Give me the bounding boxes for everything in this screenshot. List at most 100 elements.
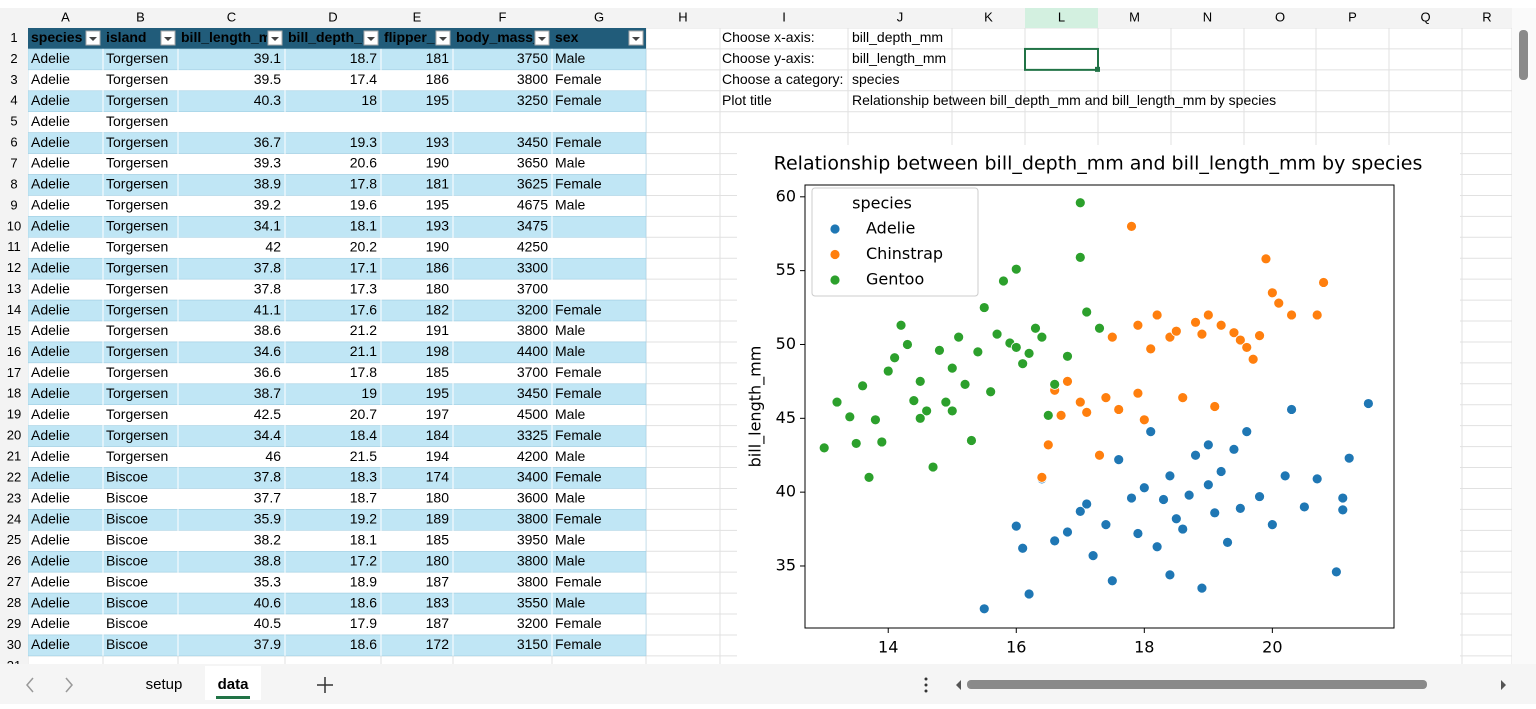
table-cell[interactable]: 3475 <box>517 218 548 234</box>
sheet-tab[interactable]: data <box>218 676 250 693</box>
table-cell[interactable]: 3800 <box>517 322 548 338</box>
table-cell[interactable]: 181 <box>426 176 450 192</box>
table-cell[interactable]: Female <box>555 176 602 192</box>
row-number[interactable]: 25 <box>7 532 21 547</box>
table-cell[interactable]: 184 <box>426 427 450 443</box>
table-cell[interactable]: Male <box>555 197 586 213</box>
table-cell[interactable]: 190 <box>426 155 450 171</box>
table-cell[interactable]: Torgersen <box>106 134 168 150</box>
table-cell[interactable]: Male <box>555 531 586 547</box>
table-cell[interactable]: 182 <box>426 301 450 317</box>
column-letter[interactable]: M <box>1129 9 1140 24</box>
table-cell[interactable]: 36.7 <box>254 134 281 150</box>
table-cell[interactable]: 3600 <box>517 490 548 506</box>
setup-label[interactable]: Choose y-axis: <box>722 50 815 66</box>
row-number[interactable]: 22 <box>7 469 21 484</box>
table-cell[interactable]: Female <box>555 71 602 87</box>
column-letter[interactable]: H <box>678 9 687 24</box>
table-cell[interactable]: 39.3 <box>254 155 281 171</box>
column-letter[interactable]: I <box>782 9 786 24</box>
table-cell[interactable]: 17.1 <box>350 259 377 275</box>
table-cell[interactable]: Torgersen <box>106 113 168 129</box>
table-cell[interactable]: 42 <box>265 238 281 254</box>
column-letter[interactable]: P <box>1348 9 1357 24</box>
table-cell[interactable]: Male <box>555 343 586 359</box>
table-cell[interactable]: 35.3 <box>254 573 281 589</box>
filter-arrow[interactable] <box>538 37 546 41</box>
table-cell[interactable]: Female <box>555 92 602 108</box>
filter-arrow[interactable] <box>271 37 279 41</box>
row-number[interactable]: 30 <box>7 637 21 652</box>
table-cell[interactable]: 187 <box>426 573 450 589</box>
table-cell[interactable]: Biscoe <box>106 552 148 568</box>
table-cell[interactable]: 18.1 <box>350 218 377 234</box>
filter-arrow[interactable] <box>89 37 97 41</box>
table-cell[interactable]: Adelie <box>31 448 70 464</box>
table-cell[interactable]: 17.2 <box>350 552 377 568</box>
column-letter[interactable]: O <box>1275 9 1285 24</box>
h-scroll-thumb[interactable] <box>967 680 1427 689</box>
column-letter[interactable]: J <box>897 9 904 24</box>
row-number[interactable]: 3 <box>10 72 17 87</box>
table-cell[interactable]: 21.5 <box>350 448 377 464</box>
table-cell[interactable]: 186 <box>426 259 450 275</box>
table-cell[interactable]: 34.6 <box>254 343 281 359</box>
table-header-cell[interactable]: bill_depth_mm <box>288 29 387 45</box>
table-cell[interactable]: 41.1 <box>254 301 281 317</box>
table-cell[interactable]: Biscoe <box>106 490 148 506</box>
column-letter[interactable]: D <box>328 9 337 24</box>
table-cell[interactable]: Torgersen <box>106 176 168 192</box>
row-number[interactable]: 17 <box>7 365 21 380</box>
vertical-scrollbar[interactable] <box>1512 8 1536 664</box>
table-cell[interactable]: Female <box>555 511 602 527</box>
table-cell[interactable]: 195 <box>426 92 450 108</box>
row-number[interactable]: 10 <box>7 218 21 233</box>
table-cell[interactable]: 3700 <box>517 280 548 296</box>
row-number[interactable]: 6 <box>10 135 17 150</box>
menu-dot[interactable] <box>924 689 928 693</box>
table-cell[interactable]: 3625 <box>517 176 548 192</box>
table-cell[interactable]: 20.6 <box>350 155 377 171</box>
table-cell[interactable]: Torgersen <box>106 322 168 338</box>
table-cell[interactable]: 195 <box>426 197 450 213</box>
table-cell[interactable]: 18.3 <box>350 469 377 485</box>
table-cell[interactable]: Male <box>555 406 586 422</box>
table-cell[interactable]: 4400 <box>517 343 548 359</box>
table-cell[interactable]: 18.6 <box>350 594 377 610</box>
table-cell[interactable]: Adelie <box>31 406 70 422</box>
table-cell[interactable]: 185 <box>426 364 450 380</box>
row-number[interactable]: 21 <box>7 449 21 464</box>
row-number[interactable]: 15 <box>7 323 21 338</box>
row-number[interactable]: 13 <box>7 281 21 296</box>
table-cell[interactable]: Biscoe <box>106 531 148 547</box>
table-cell[interactable]: Torgersen <box>106 218 168 234</box>
row-number[interactable]: 23 <box>7 490 21 505</box>
table-cell[interactable]: 20.7 <box>350 406 377 422</box>
table-cell[interactable]: Adelie <box>31 531 70 547</box>
table-cell[interactable]: 34.1 <box>254 218 281 234</box>
row-number[interactable]: 4 <box>10 93 17 108</box>
table-cell[interactable]: Adelie <box>31 322 70 338</box>
table-cell[interactable]: Adelie <box>31 427 70 443</box>
prev-sheet-button[interactable] <box>26 677 34 693</box>
table-cell[interactable]: Adelie <box>31 134 70 150</box>
setup-value[interactable]: bill_length_mm <box>852 50 946 66</box>
table-cell[interactable]: 186 <box>426 71 450 87</box>
menu-dot[interactable] <box>924 683 928 687</box>
table-cell[interactable]: 187 <box>426 615 450 631</box>
table-cell[interactable]: 17.4 <box>350 71 377 87</box>
table-cell[interactable]: Female <box>555 301 602 317</box>
table-cell[interactable]: 189 <box>426 511 450 527</box>
table-cell[interactable]: Torgersen <box>106 197 168 213</box>
column-letter[interactable]: F <box>499 9 507 24</box>
table-cell[interactable]: Male <box>555 448 586 464</box>
table-cell[interactable]: 18.9 <box>350 573 377 589</box>
row-number[interactable]: 2 <box>10 51 17 66</box>
table-cell[interactable]: Adelie <box>31 50 70 66</box>
filter-arrow[interactable] <box>632 37 640 41</box>
table-cell[interactable]: Torgersen <box>106 259 168 275</box>
table-cell[interactable]: Adelie <box>31 71 70 87</box>
table-cell[interactable]: 42.5 <box>254 406 281 422</box>
table-cell[interactable]: 38.7 <box>254 385 281 401</box>
table-cell[interactable]: Torgersen <box>106 238 168 254</box>
